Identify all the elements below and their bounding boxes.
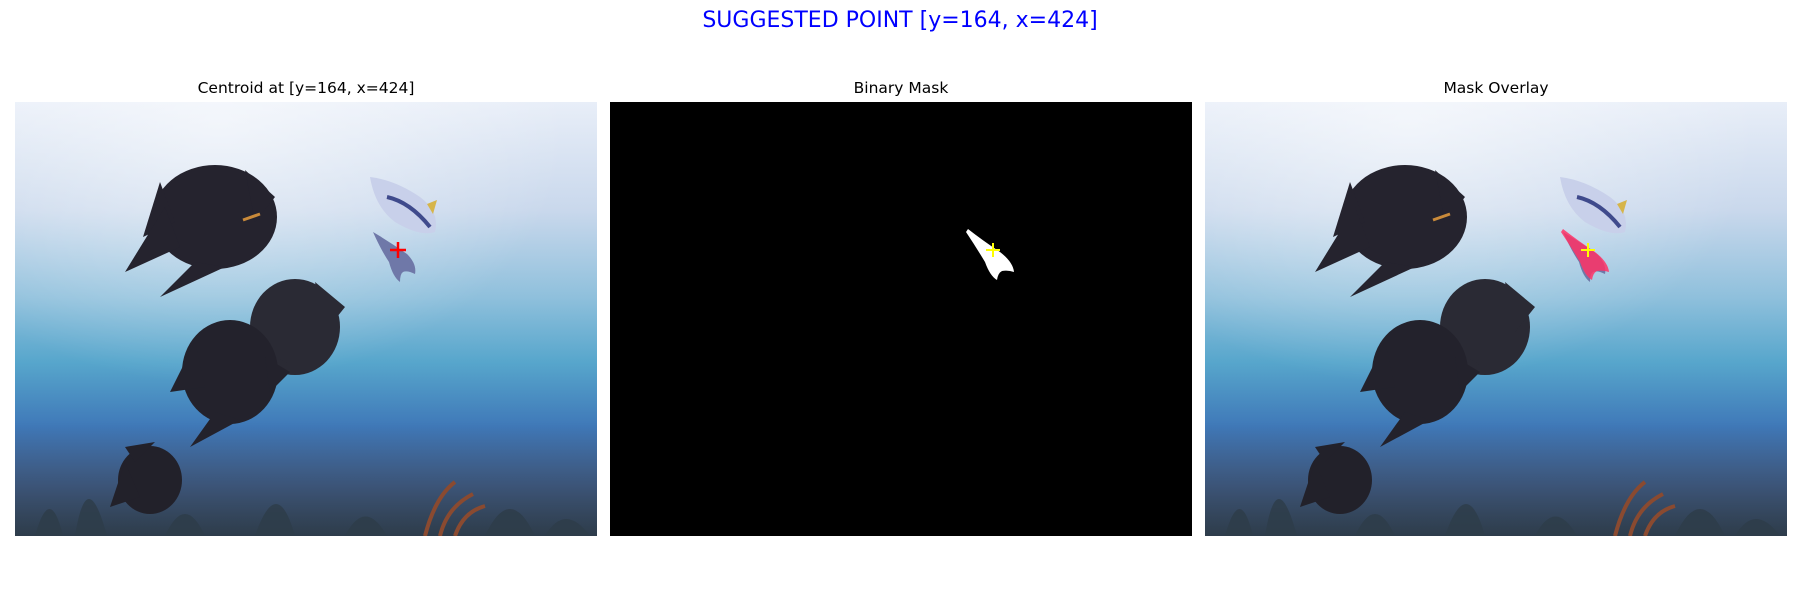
figure-title: SUGGESTED POINT [y=164, x=424] bbox=[702, 8, 1098, 33]
centroid-marker bbox=[390, 242, 406, 258]
panel-mask-overlay: Mask Overlay bbox=[1205, 78, 1787, 536]
mask-shape bbox=[966, 229, 1014, 280]
panel-title: Binary Mask bbox=[853, 79, 949, 97]
centroid-marker bbox=[1581, 243, 1595, 257]
underwater-photo bbox=[15, 102, 597, 536]
binary-mask-image bbox=[610, 102, 1192, 536]
panel-title: Mask Overlay bbox=[1443, 79, 1549, 97]
mask-overlay-shape bbox=[1561, 229, 1609, 280]
panel-binary-mask: Binary Mask bbox=[610, 78, 1192, 536]
panel-title: Centroid at [y=164, x=424] bbox=[197, 79, 415, 97]
centroid-marker bbox=[986, 243, 1000, 257]
panel-centroid: Centroid at [y=164, x=424] bbox=[15, 78, 597, 536]
overlay-photo bbox=[1205, 102, 1787, 536]
